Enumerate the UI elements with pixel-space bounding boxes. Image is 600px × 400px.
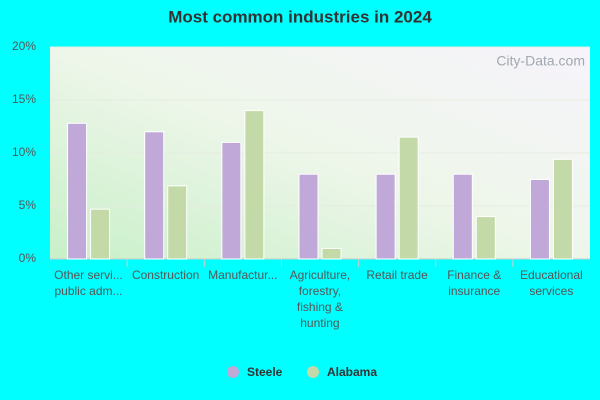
bar (298, 173, 319, 260)
x-tick-label: Manufactur... (208, 268, 278, 282)
y-tick-label: 10% (12, 145, 36, 159)
bar (452, 173, 473, 260)
bar (67, 122, 88, 260)
bar (529, 179, 550, 260)
bar (244, 110, 265, 260)
y-tick-label: 20% (12, 39, 36, 53)
x-tick-label: Other servi... public adm... (54, 268, 123, 298)
legend-marker (307, 366, 319, 378)
watermark: City-Data.com (496, 53, 585, 69)
x-tick-label: Construction (131, 268, 200, 282)
bar (398, 136, 419, 260)
bar (321, 247, 342, 260)
bar (167, 185, 188, 260)
legend-label: Steele (247, 365, 283, 379)
bar (144, 131, 165, 260)
bar (375, 173, 396, 260)
bar (552, 158, 573, 260)
y-tick-label: 15% (12, 92, 36, 106)
bar (475, 216, 496, 260)
legend-marker (227, 366, 239, 378)
chart-title: Most common industries in 2024 (168, 7, 432, 26)
x-tick-label: Finance & insurance (447, 268, 502, 298)
bar (221, 141, 242, 260)
bar (90, 208, 111, 260)
x-tick-label: Retail trade (366, 268, 428, 282)
y-tick-label: 0% (19, 251, 37, 265)
x-tick-label: Agriculture, forestry, fishing & hunting (289, 268, 351, 330)
y-tick-label: 5% (19, 198, 37, 212)
x-tick-label: Educational services (519, 268, 583, 298)
legend-label: Alabama (327, 365, 377, 379)
